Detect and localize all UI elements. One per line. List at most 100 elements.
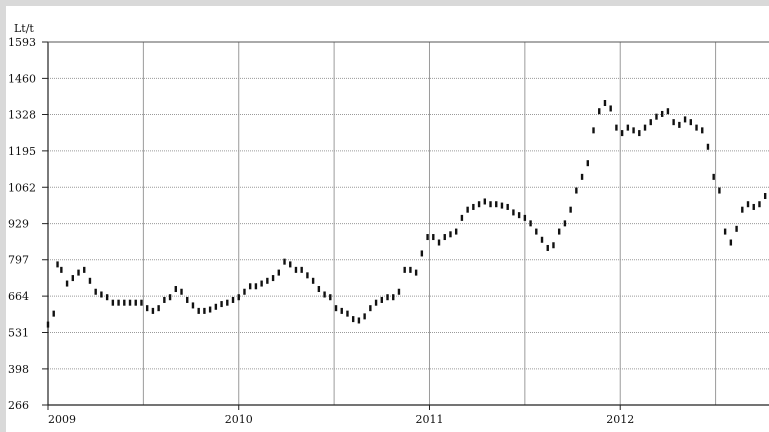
price-mark [123, 299, 126, 306]
price-mark [695, 124, 698, 131]
price-mark [248, 283, 252, 290]
unit-label: Lt/t [14, 22, 34, 35]
price-mark [540, 236, 544, 243]
y-tick-label: 1195 [8, 145, 36, 158]
price-mark [203, 307, 206, 314]
price-mark [111, 299, 115, 306]
price-mark [369, 305, 372, 312]
price-mark [512, 209, 515, 216]
price-mark [180, 288, 183, 295]
price-mark [489, 201, 492, 208]
price-mark [557, 228, 561, 235]
price-mark [712, 173, 715, 180]
price-mark [403, 266, 406, 273]
price-mark [723, 228, 727, 235]
price-mark [145, 305, 149, 312]
price-mark [575, 187, 578, 194]
price-mark [500, 202, 504, 209]
price-mark [414, 269, 418, 276]
price-mark [254, 283, 258, 290]
price-mark [643, 124, 647, 131]
price-mark [220, 301, 223, 308]
price-mark [569, 206, 572, 213]
price-mark [517, 212, 521, 219]
y-tick-label: 1062 [8, 181, 36, 194]
price-mark [311, 277, 315, 284]
price-mark [432, 234, 435, 241]
price-mark [128, 299, 132, 306]
price-mark [77, 269, 80, 276]
price-mark [157, 305, 160, 312]
price-mark [563, 220, 567, 227]
price-mark [718, 187, 721, 194]
price-mark [609, 105, 612, 112]
price-mark [363, 313, 366, 320]
price-mark [660, 110, 664, 117]
price-mark [466, 206, 469, 213]
price-mark [163, 296, 166, 303]
price-mark [71, 275, 74, 282]
grid [48, 41, 769, 406]
price-mark [735, 225, 738, 232]
price-mark [666, 108, 670, 115]
price-mark [472, 203, 475, 210]
price-mark [672, 119, 675, 126]
price-mark [60, 266, 63, 273]
price-mark [214, 303, 218, 310]
price-mark [306, 272, 309, 279]
price-mark [626, 124, 630, 131]
x-tick-label: 2010 [225, 413, 253, 426]
price-mark [632, 127, 635, 134]
price-mark [638, 130, 641, 137]
price-mark [460, 214, 464, 221]
price-mark [437, 239, 441, 246]
x-tick-labels: 2009 2010 2011 2012 [48, 413, 634, 426]
y-tick-label: 531 [8, 327, 29, 340]
price-mark [294, 266, 298, 273]
price-mark [483, 198, 486, 205]
price-mark [237, 294, 240, 301]
price-mark [380, 296, 383, 303]
price-mark [186, 296, 189, 303]
price-mark [683, 116, 687, 123]
price-mark [763, 193, 767, 200]
price-mark [231, 296, 235, 303]
price-mark [174, 286, 177, 293]
price-mark [678, 121, 681, 128]
y-tick-label: 664 [8, 290, 29, 303]
y-tick-label: 797 [8, 254, 29, 267]
price-series [46, 100, 767, 328]
price-mark [100, 291, 103, 298]
price-mark [420, 250, 424, 257]
axes [42, 41, 769, 410]
price-mark [46, 321, 50, 328]
price-mark [374, 299, 378, 306]
price-mark [552, 242, 555, 249]
price-mark [741, 206, 744, 213]
price-mark [477, 201, 481, 208]
price-mark [52, 310, 55, 317]
price-mark [752, 203, 755, 210]
price-mark [409, 266, 412, 273]
price-mark [197, 307, 200, 314]
price-mark [289, 261, 292, 268]
price-mark [443, 234, 446, 241]
price-mark [65, 280, 69, 287]
price-mark [729, 239, 733, 246]
price-mark [191, 302, 195, 309]
price-mark [317, 286, 321, 293]
x-tick-label: 2011 [415, 413, 443, 426]
price-mark [620, 130, 624, 137]
y-tick-label: 929 [8, 218, 29, 231]
price-mark [168, 294, 172, 301]
price-mark [615, 124, 618, 131]
price-mark [323, 291, 326, 298]
price-mark [117, 299, 120, 306]
price-mark [83, 266, 86, 273]
price-mark [134, 299, 137, 306]
price-mark [334, 305, 338, 312]
y-tick-label: 1593 [8, 36, 36, 49]
price-mark [266, 277, 269, 284]
